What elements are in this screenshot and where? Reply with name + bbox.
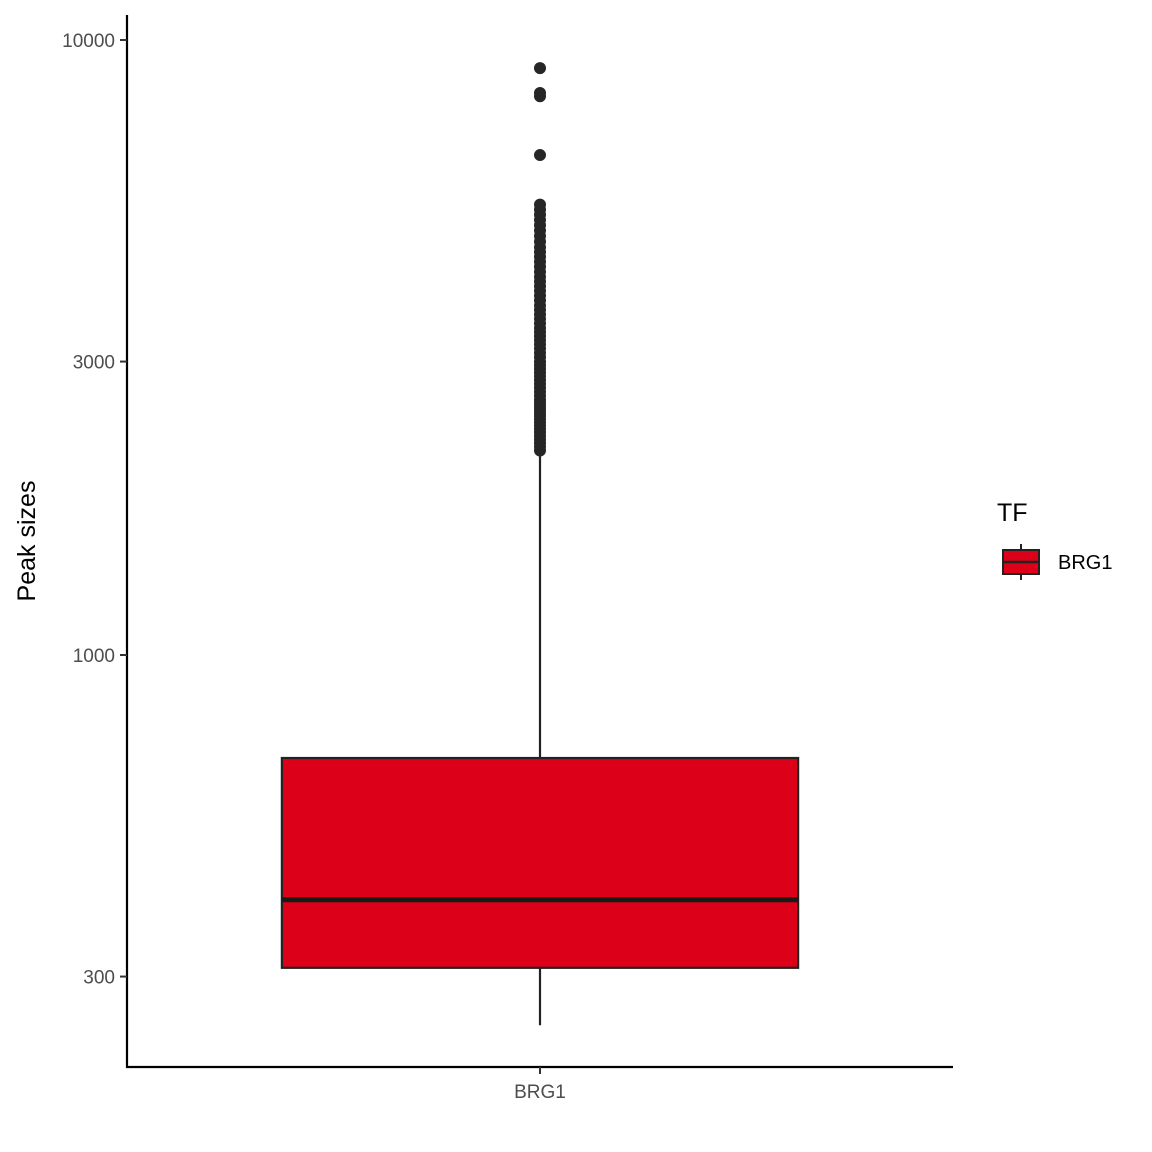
y-tick-label: 3000: [73, 353, 115, 374]
axes: 300 1000 3000 10000 BRG1: [62, 15, 953, 1103]
y-tick-label: 10000: [62, 31, 115, 52]
y-axis-title: Peak sizes: [13, 481, 41, 602]
outlier-point: [534, 198, 546, 211]
x-tick-label: BRG1: [514, 1082, 566, 1103]
legend-title: TF: [997, 499, 1028, 527]
y-tick-label: 1000: [73, 646, 115, 667]
outlier-point: [534, 62, 546, 75]
box-iqr: [280, 756, 800, 969]
legend: TF BRG1: [997, 499, 1112, 580]
y-tick-label: 300: [83, 968, 115, 989]
outlier-point: [534, 87, 546, 100]
legend-label: BRG1: [1058, 552, 1112, 574]
plot-area: [280, 62, 800, 1026]
outlier-point: [534, 149, 546, 162]
